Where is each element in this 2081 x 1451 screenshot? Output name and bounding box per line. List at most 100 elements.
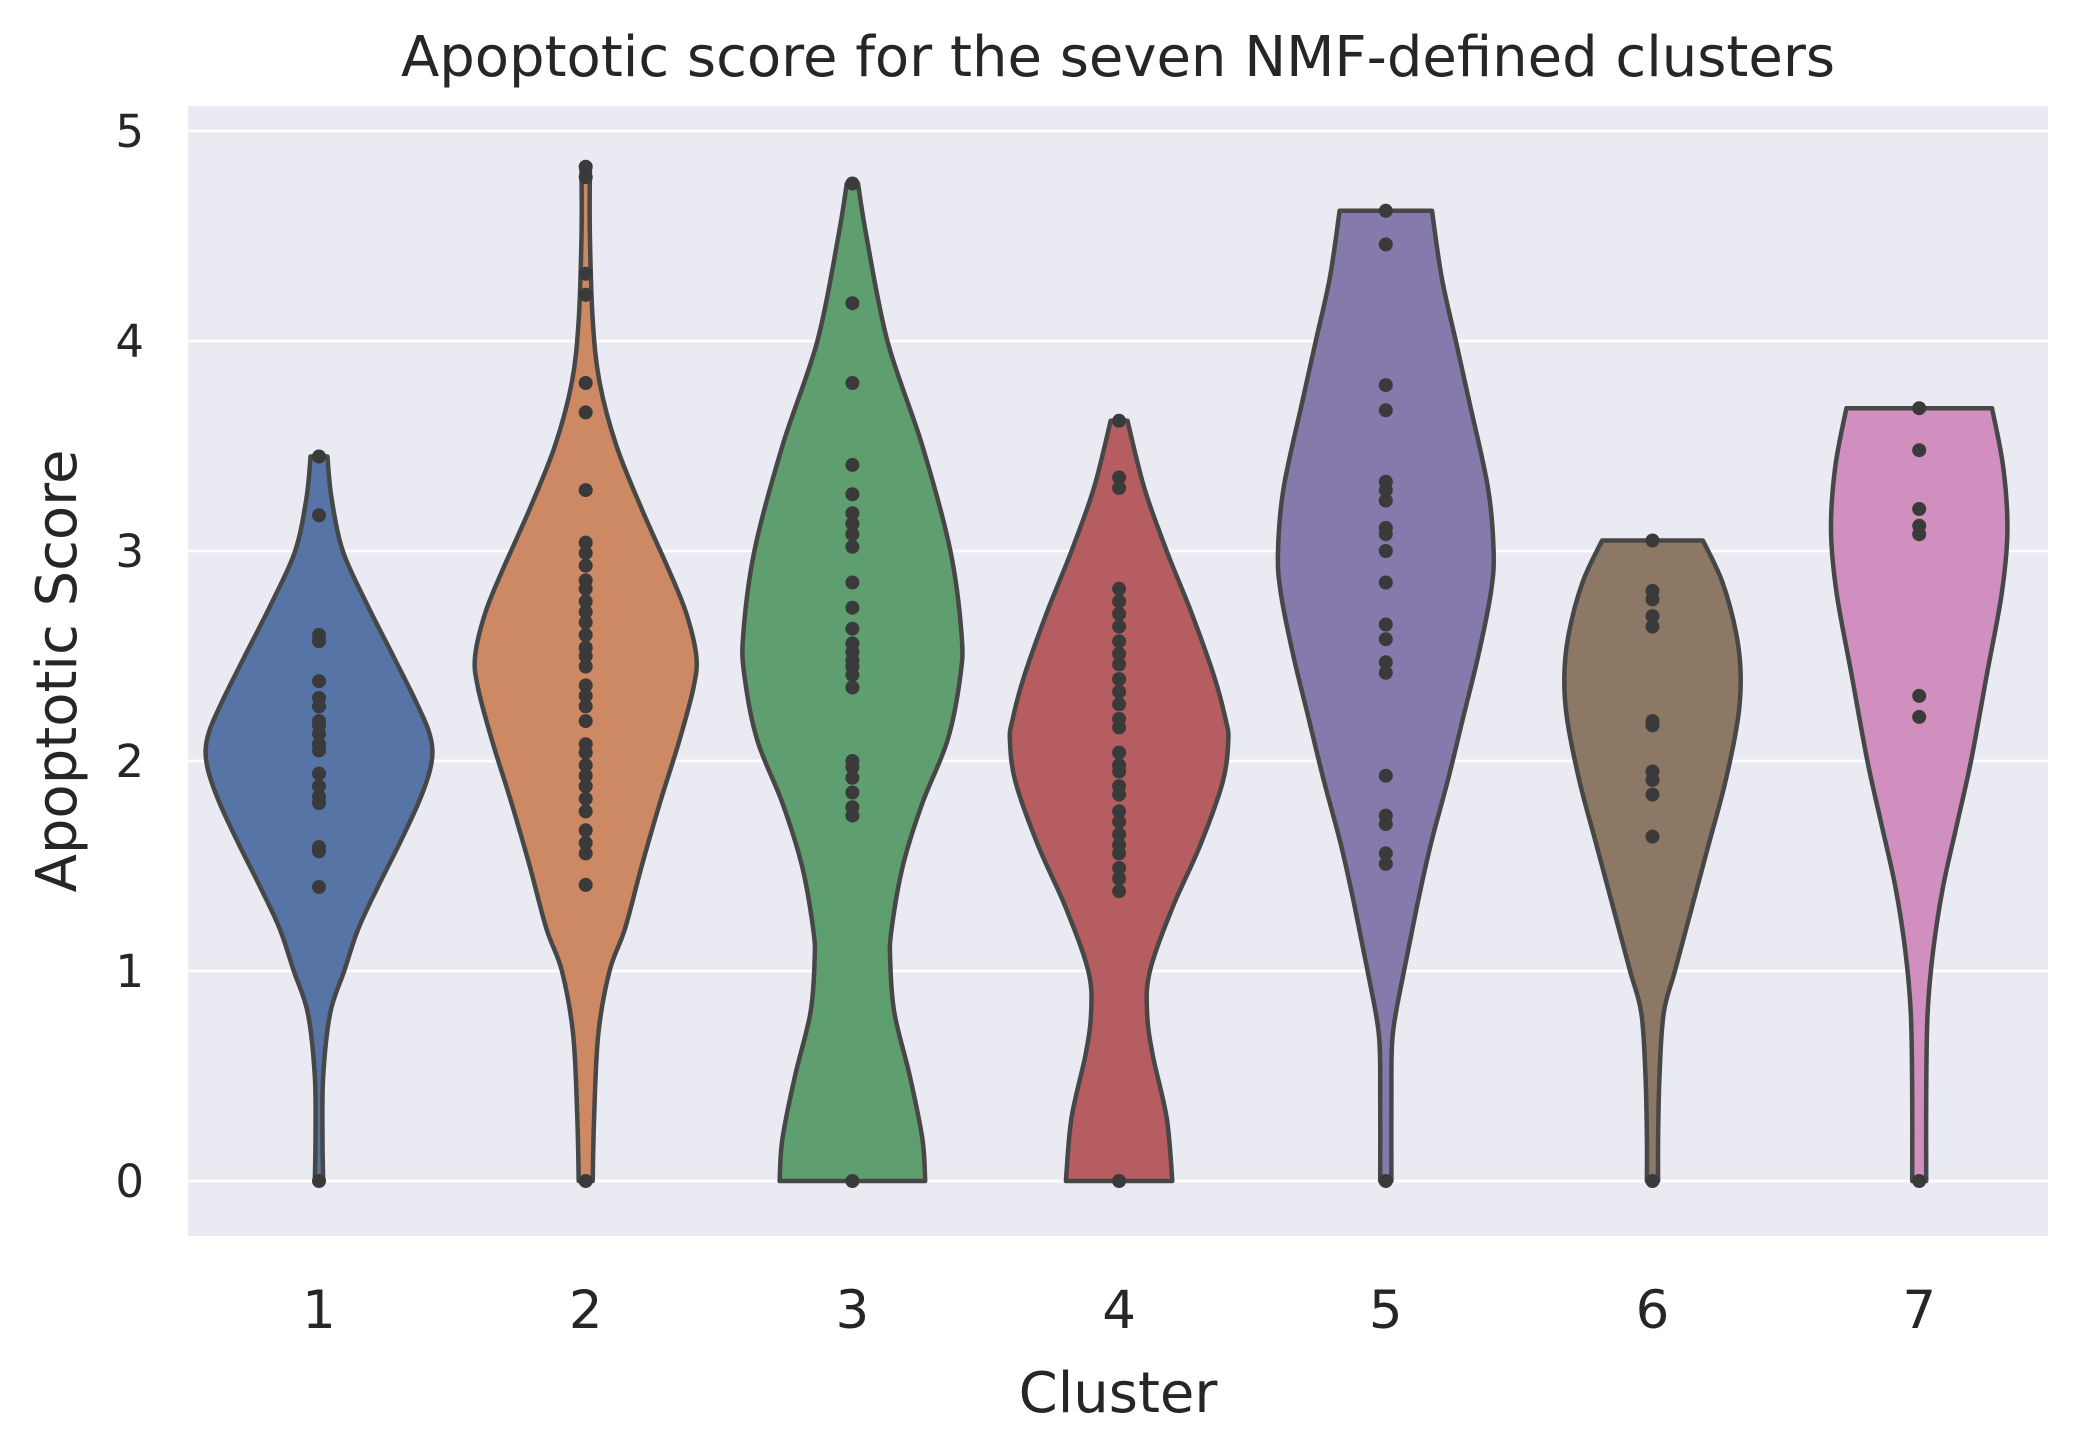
data-point [1112, 871, 1127, 886]
data-point [578, 405, 593, 420]
data-point [578, 604, 593, 619]
data-point [312, 1174, 326, 1188]
data-point [312, 779, 326, 794]
y-tick-label: 1 [115, 945, 144, 998]
data-point [312, 737, 326, 752]
data-point [1378, 544, 1393, 558]
data-point [845, 785, 860, 800]
data-points [312, 159, 1927, 1188]
data-point [845, 527, 860, 542]
x-axis-label: Cluster [1019, 1361, 1219, 1426]
data-point [578, 170, 593, 185]
data-point [1378, 655, 1393, 670]
data-point [1378, 237, 1393, 252]
data-point [1112, 607, 1127, 621]
data-point [578, 615, 593, 630]
data-point [1112, 684, 1127, 699]
data-point [845, 1174, 860, 1188]
data-point [1912, 688, 1927, 703]
data-point [1112, 672, 1127, 687]
data-point [1645, 609, 1660, 624]
data-point [312, 789, 326, 804]
data-point [1378, 575, 1393, 590]
x-tick-labels: 1 2 3 4 5 6 7 [302, 1280, 1936, 1341]
data-point [578, 768, 593, 783]
data-point [312, 508, 326, 523]
data-point [845, 296, 860, 311]
data-point [1378, 203, 1393, 218]
data-point [1112, 779, 1127, 794]
data-point [1112, 758, 1127, 773]
data-point [578, 483, 593, 498]
data-point [312, 674, 326, 689]
data-point [1378, 378, 1393, 393]
y-tick-label: 0 [115, 1155, 144, 1208]
x-tick-label: 4 [1102, 1280, 1136, 1341]
data-point [578, 1174, 593, 1188]
data-point [1112, 413, 1127, 428]
data-point [1112, 594, 1127, 609]
data-point [1912, 1174, 1927, 1188]
data-point [1378, 1174, 1393, 1188]
y-axis-label: Apoptotic Score [25, 450, 90, 893]
data-point [1112, 657, 1127, 672]
data-point [578, 846, 593, 861]
data-point [1378, 403, 1393, 418]
data-point [845, 770, 860, 785]
x-tick-label: 7 [1902, 1280, 1936, 1341]
data-point [845, 754, 860, 768]
data-point [1378, 474, 1393, 489]
data-point [845, 800, 860, 815]
data-point [578, 823, 593, 838]
data-point [1112, 646, 1127, 661]
data-point [578, 678, 593, 693]
x-tick-label: 3 [836, 1280, 870, 1341]
data-point [1645, 1174, 1660, 1188]
data-point [578, 779, 593, 794]
data-point [1645, 583, 1660, 598]
data-point [1645, 764, 1660, 779]
data-point [1912, 709, 1927, 724]
data-point [1112, 712, 1127, 726]
data-point [578, 594, 593, 609]
data-point [1645, 619, 1660, 634]
data-point [1912, 502, 1927, 516]
data-point [312, 880, 326, 894]
data-point [578, 758, 593, 773]
x-tick-label: 2 [569, 1280, 603, 1341]
data-point [1112, 884, 1127, 899]
data-point [578, 287, 593, 302]
x-tick-label: 1 [302, 1280, 336, 1341]
data-point [1912, 401, 1927, 416]
data-point [1112, 1174, 1127, 1188]
data-point [578, 835, 593, 850]
data-point [1112, 814, 1127, 829]
data-point [1645, 829, 1660, 844]
data-point [845, 176, 860, 191]
data-point [1912, 518, 1927, 533]
y-tick-label: 4 [115, 315, 144, 368]
data-point [578, 159, 593, 174]
data-point [845, 539, 860, 554]
data-point [1378, 856, 1393, 871]
data-point [578, 640, 593, 655]
data-point [845, 636, 860, 651]
y-tick-label: 5 [115, 105, 144, 158]
data-point [578, 558, 593, 573]
data-point [578, 546, 593, 561]
x-tick-label: 5 [1369, 1280, 1403, 1341]
data-point [845, 516, 860, 531]
data-point [312, 449, 326, 464]
data-point [1378, 808, 1393, 823]
data-point [845, 575, 860, 590]
data-point [845, 680, 860, 695]
y-tick-label: 2 [115, 735, 144, 788]
data-point [1112, 634, 1127, 649]
data-point [1645, 533, 1660, 548]
data-point [1912, 443, 1927, 458]
data-point [312, 628, 326, 642]
data-point [1645, 714, 1660, 729]
data-point [845, 457, 860, 472]
x-tick-label: 6 [1636, 1280, 1670, 1341]
data-point [845, 506, 860, 521]
